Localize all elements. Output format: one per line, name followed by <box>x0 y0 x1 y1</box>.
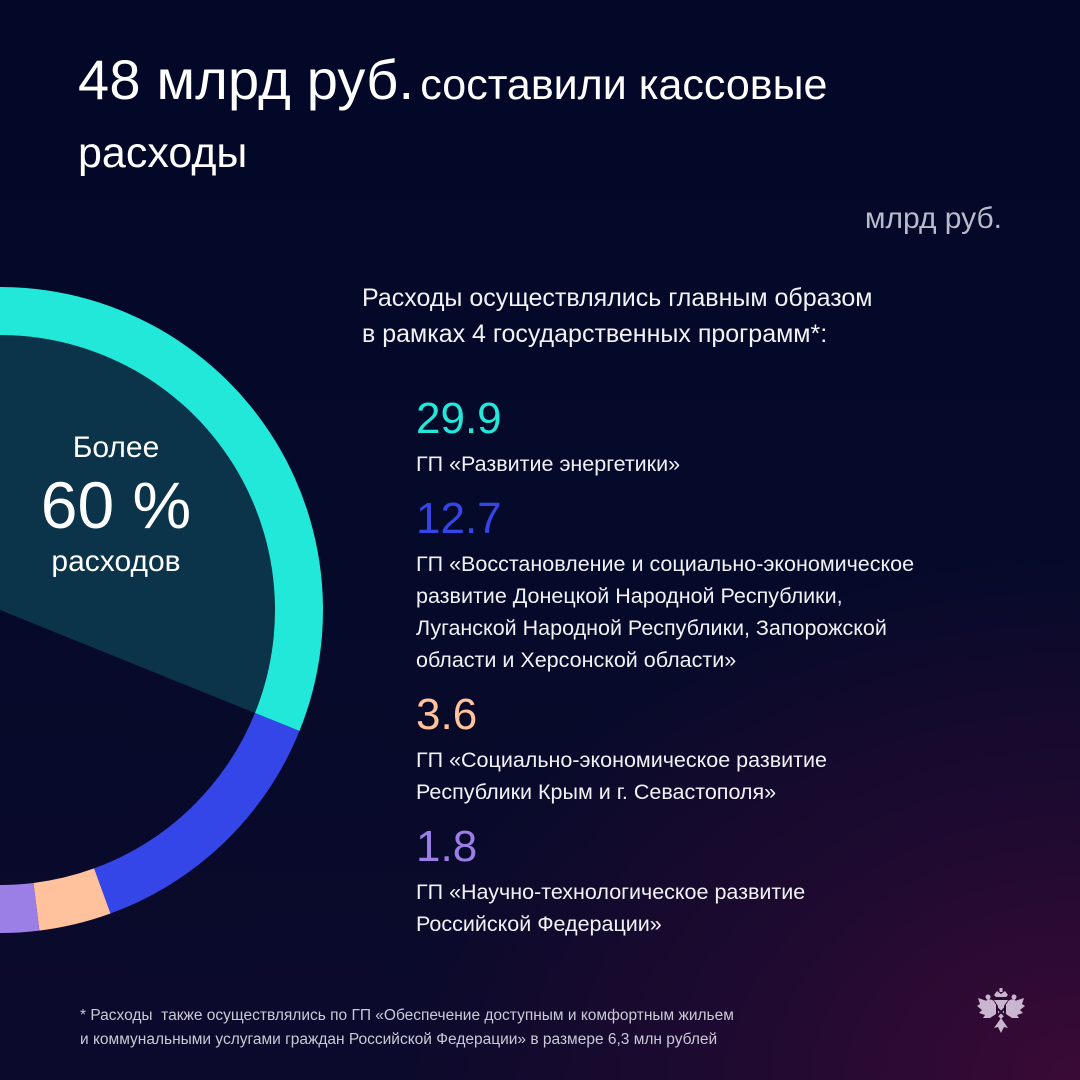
program-description: ГП «Социально-экономическое развитие Рес… <box>416 744 1036 808</box>
program-value: 3.6 <box>416 690 478 739</box>
program-value: 12.7 <box>416 494 502 543</box>
footnote-line-1: * Расходы также осуществлялись по ГП «Об… <box>80 1007 734 1024</box>
program-item-new-regions: 12.7 ГП «Восстановление и социально-экон… <box>416 494 1036 676</box>
program-item-energy: 29.9 ГП «Развитие энергетики» <box>416 394 1036 480</box>
program-description-line: области и Херсонской области» <box>416 648 737 672</box>
footnote-line-2: и коммунальными услугами граждан Российс… <box>80 1031 718 1048</box>
intro-line-1: Расходы осуществлялись главным образом <box>362 284 873 312</box>
program-description-line: ГП «Социально-экономическое развитие <box>416 748 827 772</box>
program-description-line: Республики Крым и г. Севастополя» <box>416 780 777 804</box>
program-description-line: развитие Донецкой Народной Республики, <box>416 584 843 608</box>
title-line-2: расходы <box>78 129 248 177</box>
program-value: 29.9 <box>416 394 502 443</box>
highlight-wedge <box>0 335 275 714</box>
program-description-line: ГП «Восстановление и социально-экономиче… <box>416 552 915 576</box>
donut-center-label: Более 60 % расходов <box>16 430 216 580</box>
program-description-line: Луганской Народной Республики, Запорожск… <box>416 616 887 640</box>
program-list: 29.9 ГП «Развитие энергетики» 12.7 ГП «В… <box>416 394 1036 954</box>
program-description-line: ГП «Развитие энергетики» <box>416 452 681 476</box>
segment-new-regions <box>94 713 300 914</box>
center-label-value: 60 % <box>40 468 192 542</box>
segment-crimea <box>33 868 111 931</box>
title-rest: составили кассовые <box>420 61 828 109</box>
intro-text: Расходы осуществлялись главным образом в… <box>362 280 1042 352</box>
program-item-science: 1.8 ГП «Научно-технологическое развитие … <box>416 822 1036 940</box>
center-label-pre: Более <box>72 431 160 464</box>
intro-line-2: в рамках 4 государственных программ*: <box>362 320 828 348</box>
donut-chart <box>0 287 323 933</box>
program-description-line: Российской Федерации» <box>416 912 662 936</box>
program-value: 1.8 <box>416 822 478 871</box>
units-label: млрд руб. <box>864 202 1002 235</box>
title-highlight: 48 млрд руб. <box>78 48 415 111</box>
segment-science <box>0 882 40 933</box>
program-description: ГП «Восстановление и социально-экономиче… <box>416 548 1036 676</box>
page-title: 48 млрд руб. составили кассовые <box>78 52 827 108</box>
segment-energy <box>0 287 323 731</box>
double-headed-eagle-icon <box>977 988 1025 1033</box>
center-label-post: расходов <box>51 545 181 578</box>
footnote: * Расходы также осуществлялись по ГП «Об… <box>80 1004 940 1052</box>
program-description: ГП «Развитие энергетики» <box>416 448 1036 480</box>
program-description: ГП «Научно-технологическое развитие Росс… <box>416 876 1036 940</box>
program-item-crimea: 3.6 ГП «Социально-экономическое развитие… <box>416 690 1036 808</box>
program-description-line: ГП «Научно-технологическое развитие <box>416 880 806 904</box>
